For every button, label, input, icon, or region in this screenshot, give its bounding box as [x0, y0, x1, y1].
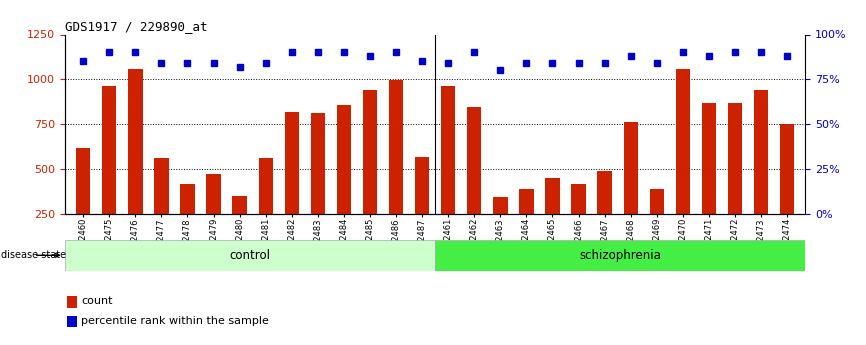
Bar — [727, 103, 742, 214]
Bar — [624, 122, 638, 214]
Bar — [311, 114, 325, 214]
Bar — [68, 316, 77, 327]
Text: percentile rank within the sample: percentile rank within the sample — [81, 316, 269, 326]
Bar — [337, 105, 351, 214]
Bar — [415, 157, 430, 214]
Bar — [650, 189, 664, 214]
Bar — [102, 86, 116, 214]
Bar — [493, 197, 507, 214]
Bar — [701, 103, 716, 214]
Bar — [68, 296, 77, 308]
Bar — [598, 171, 611, 214]
Text: schizophrenia: schizophrenia — [579, 249, 662, 262]
Bar — [154, 158, 169, 214]
Bar — [754, 90, 768, 214]
Bar — [435, 240, 805, 271]
Bar — [675, 69, 690, 214]
Bar — [363, 90, 378, 214]
Text: count: count — [81, 296, 113, 306]
Bar — [520, 189, 533, 214]
Text: disease state: disease state — [2, 250, 67, 260]
Bar — [441, 86, 456, 214]
Bar — [546, 178, 559, 214]
Bar — [180, 184, 195, 214]
Bar — [389, 80, 404, 214]
Bar — [76, 148, 90, 214]
Text: control: control — [229, 249, 270, 262]
Bar — [232, 196, 247, 214]
Bar — [128, 69, 143, 214]
Bar — [467, 107, 481, 214]
Bar — [259, 158, 273, 214]
Bar — [65, 240, 435, 271]
Bar — [206, 175, 221, 214]
Bar — [780, 124, 794, 214]
Bar — [285, 112, 299, 214]
Bar — [572, 184, 585, 214]
Text: GDS1917 / 229890_at: GDS1917 / 229890_at — [65, 20, 208, 33]
